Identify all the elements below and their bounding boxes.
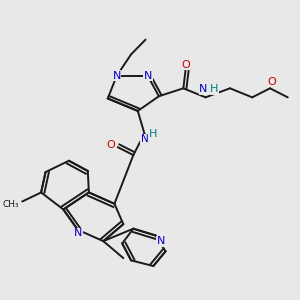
Text: N: N <box>144 71 152 81</box>
Text: CH₃: CH₃ <box>3 200 20 209</box>
Text: N: N <box>112 71 121 81</box>
Text: O: O <box>107 140 116 150</box>
Text: N: N <box>157 236 165 246</box>
Text: O: O <box>268 76 277 86</box>
Text: N: N <box>141 134 148 144</box>
Text: H: H <box>210 84 219 94</box>
Text: N: N <box>199 84 208 94</box>
Text: H: H <box>149 129 158 139</box>
Text: N: N <box>74 228 82 238</box>
Text: O: O <box>181 59 190 70</box>
